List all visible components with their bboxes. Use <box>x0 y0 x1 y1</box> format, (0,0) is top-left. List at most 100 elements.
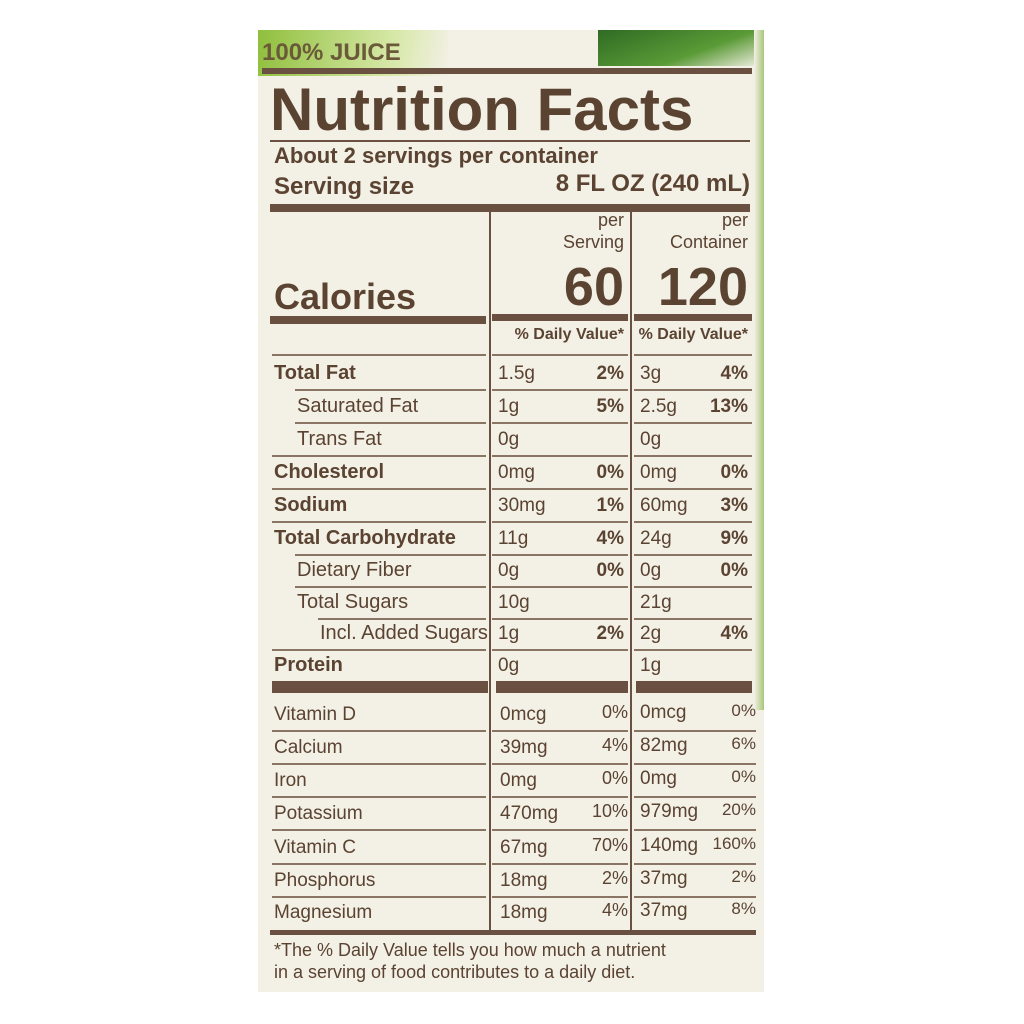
serving-amount: 0mg <box>500 769 537 791</box>
serving-bar <box>270 204 750 212</box>
row-rule <box>634 521 752 523</box>
row-rule <box>492 649 628 651</box>
section-bar <box>496 681 628 693</box>
badge: 100% JUICE <box>262 39 401 66</box>
row-rule <box>272 829 486 831</box>
column-divider <box>489 210 491 932</box>
row-rule <box>272 455 486 457</box>
row-rule <box>634 796 756 798</box>
container-amount: 0g <box>640 428 662 450</box>
nutrient-name: Total Carbohydrate <box>274 527 456 549</box>
container-dv: 4% <box>720 622 748 644</box>
serving-amount: 18mg <box>500 901 548 923</box>
nutrient-name: Sodium <box>274 494 348 516</box>
column-label: per <box>597 210 624 230</box>
container-amount: 0mg <box>640 461 677 483</box>
container-dv: 6% <box>731 733 756 753</box>
nutrient-name: Dietary Fiber <box>297 559 412 581</box>
container-dv: 0% <box>731 766 756 786</box>
row-rule <box>295 389 486 391</box>
row-rule <box>272 521 486 523</box>
container-amount: 0g <box>640 559 662 581</box>
row-rule <box>492 730 628 732</box>
container-amount: 37mg <box>640 867 688 889</box>
row-rule <box>272 649 486 651</box>
container-dv: 3% <box>720 494 748 516</box>
calories-label: Calories <box>274 276 417 317</box>
row-rule <box>492 354 628 356</box>
footnote: *The % Daily Value tells you how much a … <box>274 940 666 960</box>
micronutrient-name: Vitamin D <box>274 703 357 725</box>
dv-header: % Daily Value* <box>514 326 624 343</box>
row-rule <box>272 763 486 765</box>
container-amount: 140mg <box>640 834 699 856</box>
serving-amount: 18mg <box>500 869 548 891</box>
row-rule <box>634 586 752 588</box>
row-rule <box>492 863 628 865</box>
container-amount: 0mcg <box>640 701 687 723</box>
container-dv: 0% <box>731 700 756 720</box>
row-rule <box>492 422 628 424</box>
row-rule <box>492 521 628 523</box>
calories-bar <box>270 316 486 324</box>
container-amount: 2.5g <box>640 395 677 417</box>
row-rule <box>492 829 628 831</box>
row-rule <box>295 422 486 424</box>
row-rule <box>295 586 486 588</box>
container-amount: 82mg <box>640 734 688 756</box>
serving-dv: 2% <box>601 868 628 888</box>
row-rule <box>634 863 756 865</box>
container-dv: 9% <box>720 527 748 549</box>
serving-dv: 70% <box>591 835 628 855</box>
green-edge <box>754 30 764 710</box>
serving-amount: 1g <box>498 395 520 417</box>
micronutrient-name: Vitamin C <box>274 836 357 858</box>
nutrition-label <box>258 30 764 992</box>
nutrient-name: Trans Fat <box>297 428 382 450</box>
container-amount: 0mg <box>640 767 677 789</box>
container-dv: 2% <box>731 866 756 886</box>
row-rule <box>492 554 628 556</box>
container-amount: 60mg <box>640 494 688 516</box>
serving-amount: 11g <box>498 527 529 549</box>
container-dv: 160% <box>712 833 756 853</box>
section-bar <box>636 681 752 693</box>
serving-dv: 0% <box>596 461 624 483</box>
container-dv: 8% <box>731 898 756 918</box>
micronutrient-name: Potassium <box>274 802 363 824</box>
row-rule <box>272 863 486 865</box>
calories-value: 60 <box>563 257 624 317</box>
nutrient-name: Cholesterol <box>274 461 385 483</box>
nutrient-name: Total Fat <box>274 362 356 384</box>
footnote-bar <box>270 930 756 935</box>
row-rule <box>634 455 752 457</box>
title-rule <box>270 140 750 142</box>
row-rule <box>272 796 486 798</box>
container-amount: 3g <box>640 362 662 384</box>
row-rule <box>492 796 628 798</box>
serving-dv: 0% <box>596 559 624 581</box>
serving-dv: 0% <box>601 702 628 722</box>
row-rule <box>492 896 628 898</box>
micronutrient-name: Phosphorus <box>274 869 376 891</box>
serving-dv: 5% <box>596 395 624 417</box>
footnote: in a serving of food contributes to a da… <box>274 962 636 982</box>
container-amount: 24g <box>640 527 672 549</box>
row-rule <box>272 488 486 490</box>
row-rule <box>492 488 628 490</box>
row-rule <box>492 763 628 765</box>
row-rule <box>492 586 628 588</box>
row-rule <box>272 354 486 356</box>
container-amount: 979mg <box>640 800 699 822</box>
row-rule <box>272 896 486 898</box>
serving-dv: 10% <box>591 801 628 821</box>
container-dv: 13% <box>709 395 748 417</box>
serving-amount: 39mg <box>500 736 548 758</box>
serving-size-value: 8 FL OZ (240 mL) <box>555 170 750 197</box>
serving-dv: 0% <box>601 768 628 788</box>
container-dv: 0% <box>720 461 748 483</box>
row-rule <box>634 554 752 556</box>
row-rule <box>272 730 486 732</box>
calories-bar <box>492 314 628 321</box>
